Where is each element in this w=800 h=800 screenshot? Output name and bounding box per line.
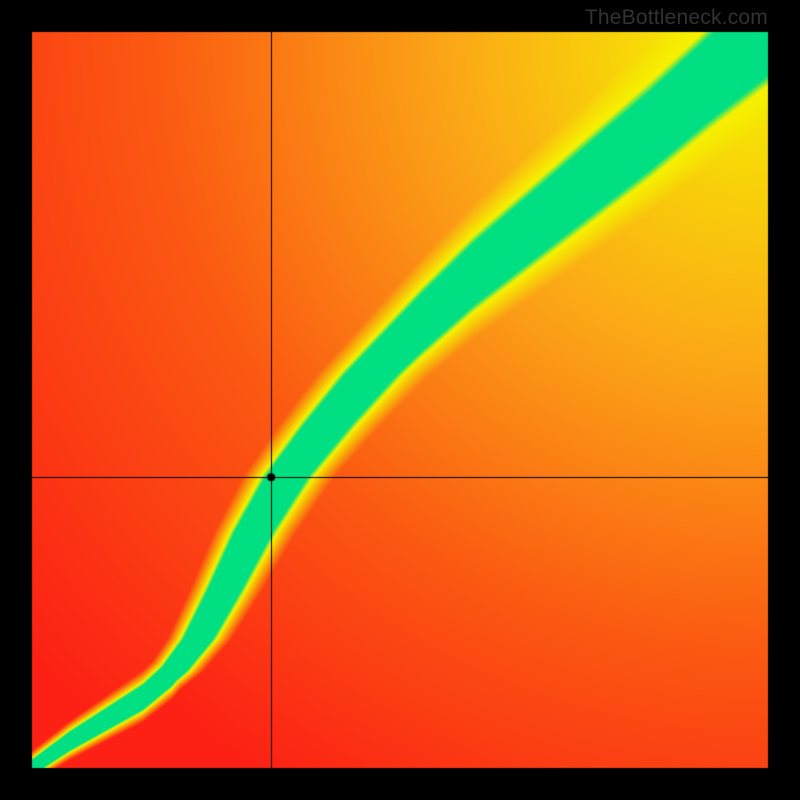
bottleneck-heatmap: TheBottleneck.com xyxy=(0,0,800,800)
heatmap-canvas xyxy=(0,0,800,800)
watermark-text: TheBottleneck.com xyxy=(585,6,768,30)
